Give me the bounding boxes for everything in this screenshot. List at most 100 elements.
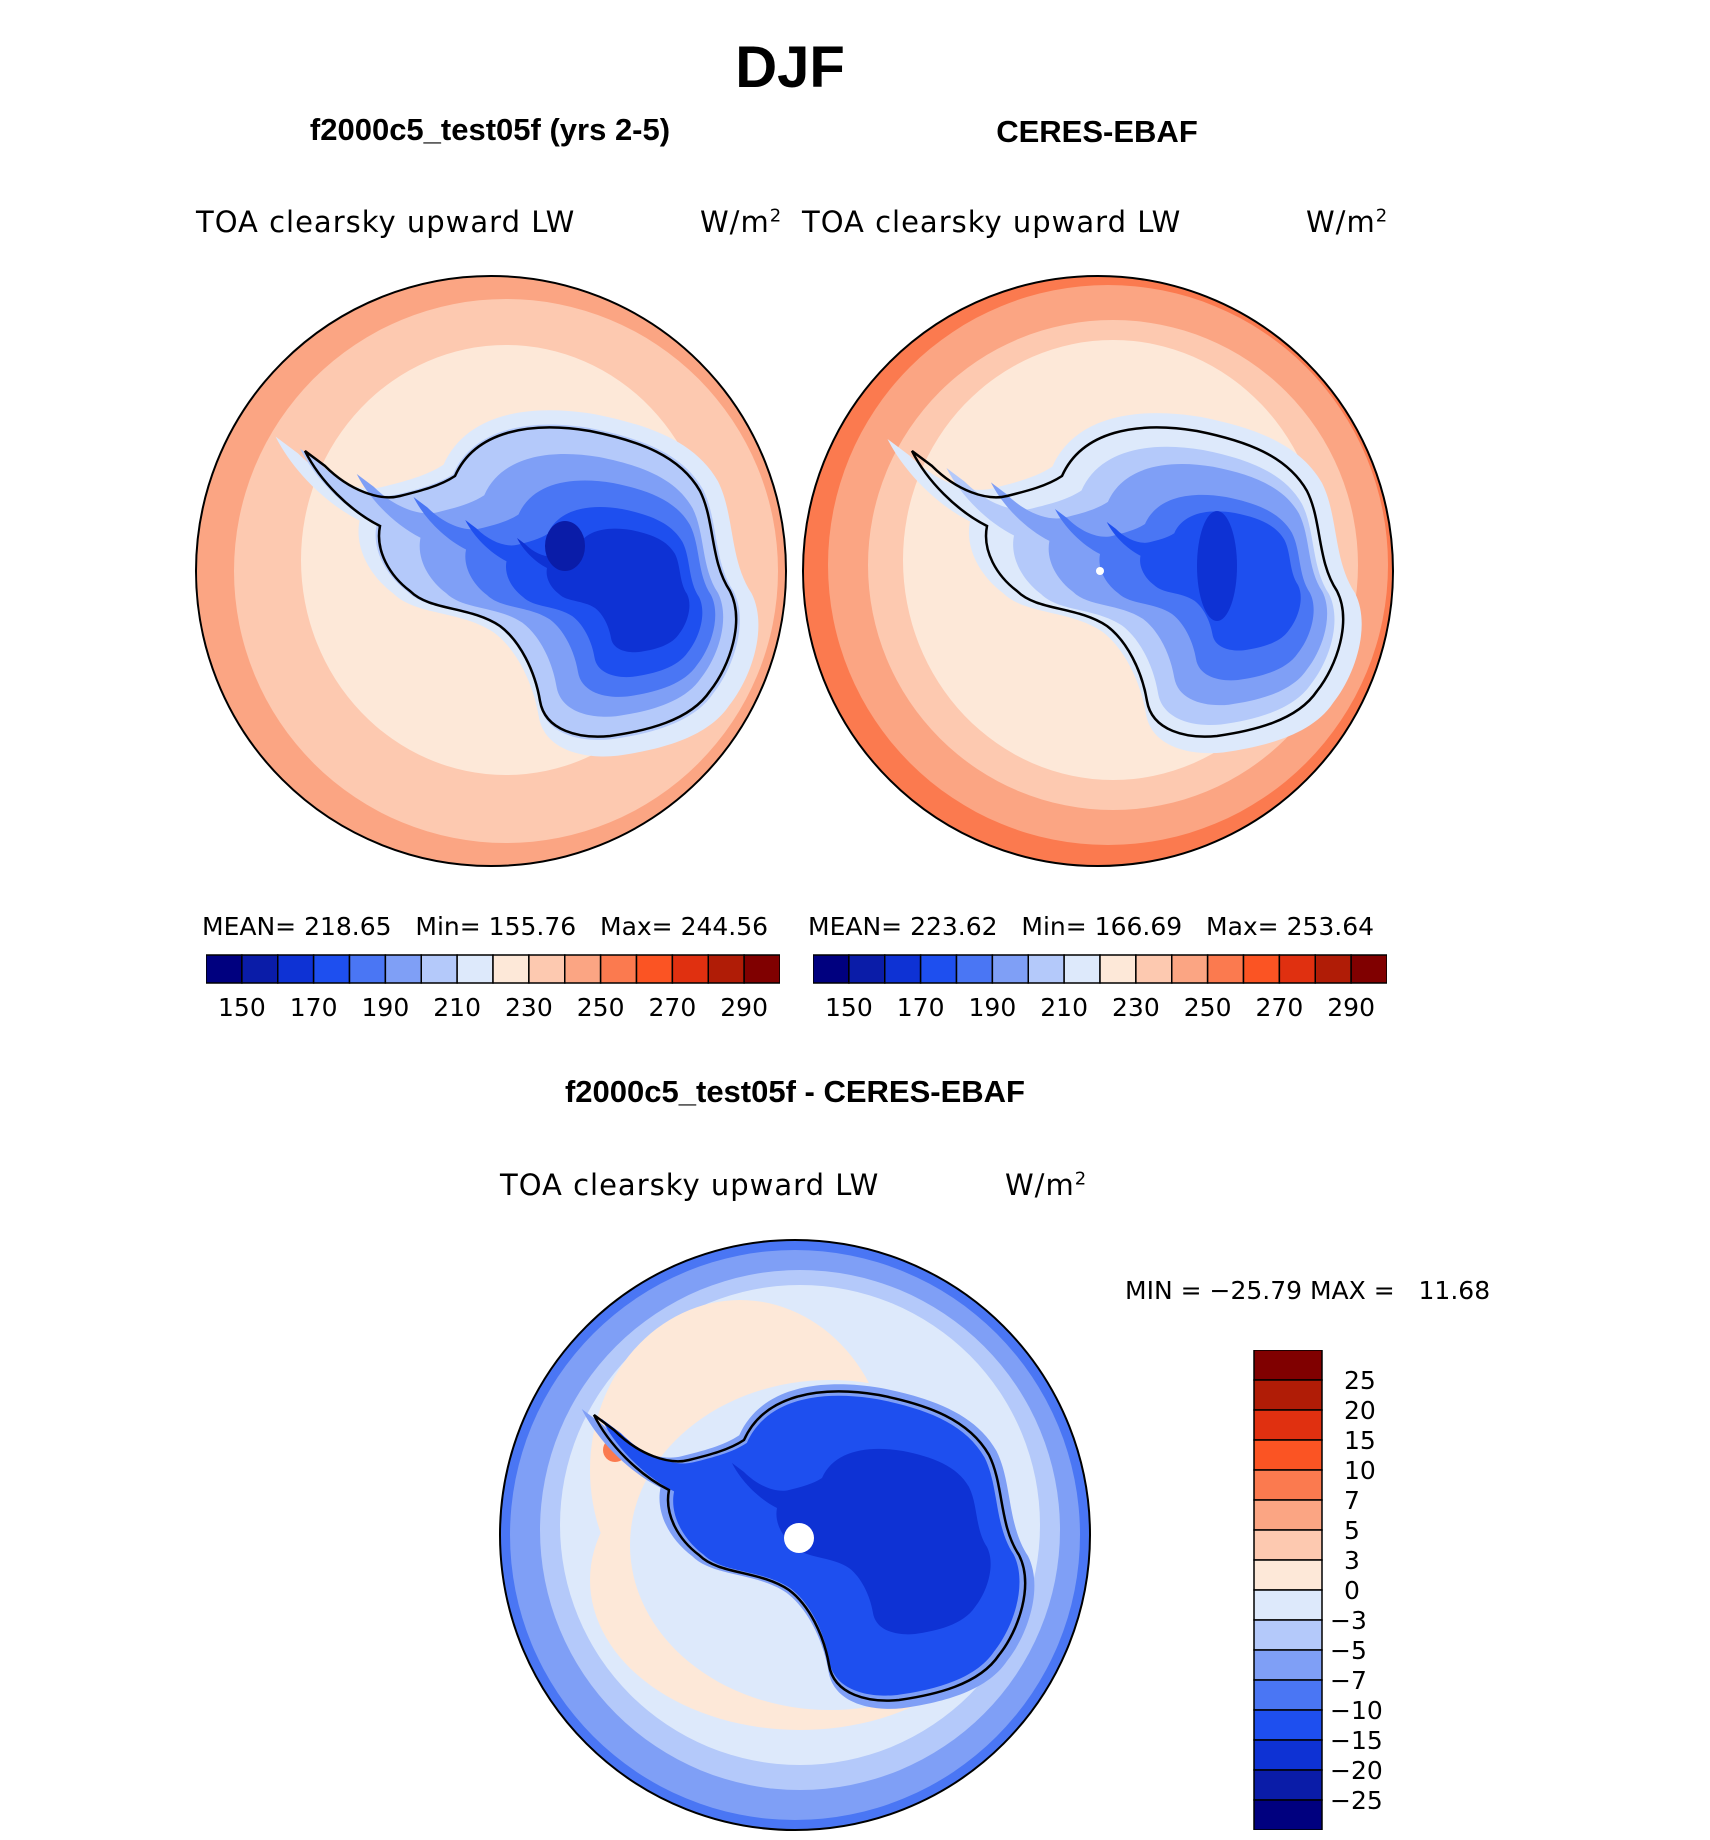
obs-colorbar-tick-label: 190	[968, 993, 1017, 1022]
obs-colorbar-tick-label: 210	[1040, 993, 1088, 1022]
diff-colorbar-tick-label: −20	[1330, 1756, 1383, 1785]
obs-map	[803, 276, 1393, 866]
diff-colorbar-swatch	[1253, 1529, 1323, 1561]
diff-colorbar-swatch	[1253, 1379, 1323, 1411]
diff-colorbar-ticks: 25 20 15 10 7 5 3 0 −3 −5 −7 −10 −15 −20 −25	[1330, 1350, 1450, 1830]
diff-colorbar-swatch	[1253, 1350, 1323, 1381]
obs-colorbar-tick-label: 170	[896, 993, 945, 1022]
diff-colorbar-swatch	[1253, 1709, 1323, 1741]
obs-colorbar-swatch	[1135, 954, 1173, 984]
obs-colorbar-swatch	[1314, 954, 1352, 984]
obs-colorbar-swatch	[813, 954, 850, 984]
diff-colorbar-tick-label: 20	[1344, 1396, 1376, 1425]
diff-panel-subtitle: f2000c5_test05f - CERES-EBAF	[564, 1074, 1025, 1109]
diff-colorbar-swatch	[1253, 1499, 1323, 1531]
model-colorbar-tick-label: 270	[648, 993, 697, 1022]
obs-panel-subtitle: CERES-EBAF	[996, 114, 1198, 149]
model-colorbar-swatch	[420, 954, 458, 984]
model-colorbar-tick-label: 190	[361, 993, 410, 1022]
model-colorbar-swatch	[707, 954, 745, 984]
model-variable-label: TOA clearsky upward LW	[196, 205, 576, 239]
model-colorbar-swatch	[312, 954, 351, 984]
obs-colorbar-tick-label: 150	[825, 993, 873, 1022]
diff-colorbar-swatch	[1253, 1589, 1323, 1621]
model-colorbar-tick-label: 170	[289, 993, 338, 1022]
obs-colorbar-swatch	[1278, 954, 1316, 984]
diff-colorbar-swatch	[1253, 1439, 1323, 1471]
model-colorbar-tick-label: 150	[218, 993, 266, 1022]
diff-colorbar-tick-label: −15	[1330, 1726, 1383, 1755]
diff-colorbar-tick-label: 10	[1344, 1456, 1376, 1485]
diff-variable-label: TOA clearsky upward LW	[500, 1168, 880, 1202]
obs-colorbar-tick-label: 250	[1183, 993, 1232, 1022]
model-stats: MEAN= 218.65 Min= 155.76 Max= 244.56	[202, 912, 769, 941]
obs-colorbar-ticks: 150 170 190 210 230 250 270 290	[813, 993, 1387, 1023]
obs-colorbar-swatch	[1171, 954, 1209, 984]
diff-colorbar-swatch	[1253, 1799, 1323, 1830]
model-colorbar-swatch	[241, 954, 279, 984]
obs-colorbar-swatch	[919, 954, 958, 984]
obs-colorbar-swatch	[848, 954, 886, 984]
diff-colorbar-tick-label: −3	[1330, 1606, 1367, 1635]
obs-colorbar-swatch	[1242, 954, 1281, 984]
diff-colorbar-tick-label: −25	[1330, 1786, 1383, 1815]
obs-colorbar	[813, 954, 1387, 984]
model-colorbar-tick-label: 230	[505, 993, 553, 1022]
obs-stats: MEAN= 223.62 Min= 166.69 Max= 253.64	[808, 912, 1375, 941]
model-colorbar-tick-label: 290	[720, 993, 768, 1022]
diff-colorbar-tick-label: 0	[1344, 1576, 1360, 1605]
obs-colorbar-swatch	[884, 954, 922, 984]
diff-min-max: MIN = −25.79 MAX = 11.68	[1125, 1276, 1491, 1305]
obs-colorbar-tick-label: 290	[1327, 993, 1375, 1022]
model-colorbar-tick-label: 210	[433, 993, 481, 1022]
diff-colorbar-tick-label: −5	[1330, 1636, 1367, 1665]
diff-colorbar-tick-label: 15	[1344, 1426, 1376, 1455]
diff-map	[500, 1240, 1090, 1830]
obs-variable-label: TOA clearsky upward LW	[802, 205, 1182, 239]
diff-colorbar-tick-label: −10	[1330, 1696, 1383, 1725]
diff-colorbar-swatch	[1253, 1679, 1323, 1711]
model-colorbar-swatch	[492, 954, 530, 984]
obs-colorbar-swatch	[1350, 954, 1387, 984]
diff-colorbar-tick-label: 5	[1344, 1516, 1360, 1545]
obs-units-label: W/m2	[1306, 205, 1389, 239]
diff-colorbar-swatch	[1253, 1409, 1323, 1441]
model-colorbar-swatch	[671, 954, 709, 984]
model-panel-subtitle: f2000c5_test05f (yrs 2-5)	[309, 112, 671, 147]
model-colorbar-swatch	[206, 954, 243, 984]
model-map	[196, 276, 786, 866]
model-colorbar-swatch	[599, 954, 638, 984]
obs-colorbar-swatch	[991, 954, 1029, 984]
model-colorbar-ticks: 150 170 190 210 230 250 270 290	[206, 993, 780, 1023]
diff-colorbar-swatch	[1253, 1559, 1323, 1591]
figure-title: DJF	[735, 35, 845, 100]
obs-colorbar-tick-label: 270	[1255, 993, 1304, 1022]
obs-colorbar-swatch	[1206, 954, 1245, 984]
diff-colorbar-tick-label: 3	[1344, 1546, 1360, 1575]
model-colorbar-swatch	[564, 954, 602, 984]
obs-colorbar-swatch	[1063, 954, 1101, 984]
diff-colorbar-swatch	[1253, 1769, 1323, 1801]
diff-colorbar-swatch	[1253, 1619, 1323, 1651]
model-colorbar-swatch	[277, 954, 315, 984]
diff-units-label: W/m2	[1005, 1168, 1088, 1202]
diff-colorbar-tick-label: −7	[1330, 1666, 1367, 1695]
model-colorbar-swatch	[348, 954, 387, 984]
diff-colorbar	[1253, 1350, 1323, 1830]
obs-colorbar-tick-label: 230	[1112, 993, 1160, 1022]
diff-colorbar-swatch	[1253, 1739, 1323, 1771]
model-colorbar-swatch	[635, 954, 674, 984]
model-colorbar-tick-label: 250	[576, 993, 625, 1022]
diff-colorbar-swatch	[1253, 1469, 1323, 1501]
diff-colorbar-tick-label: 7	[1344, 1486, 1360, 1515]
diff-colorbar-tick-label: 25	[1344, 1366, 1376, 1395]
obs-colorbar-swatch	[1027, 954, 1065, 984]
obs-colorbar-swatch	[1099, 954, 1137, 984]
model-colorbar-swatch	[384, 954, 422, 984]
diff-colorbar-swatch	[1253, 1649, 1323, 1681]
model-colorbar-swatch	[528, 954, 566, 984]
model-colorbar-swatch	[456, 954, 494, 984]
model-units-label: W/m2	[700, 205, 783, 239]
model-colorbar	[206, 954, 780, 984]
